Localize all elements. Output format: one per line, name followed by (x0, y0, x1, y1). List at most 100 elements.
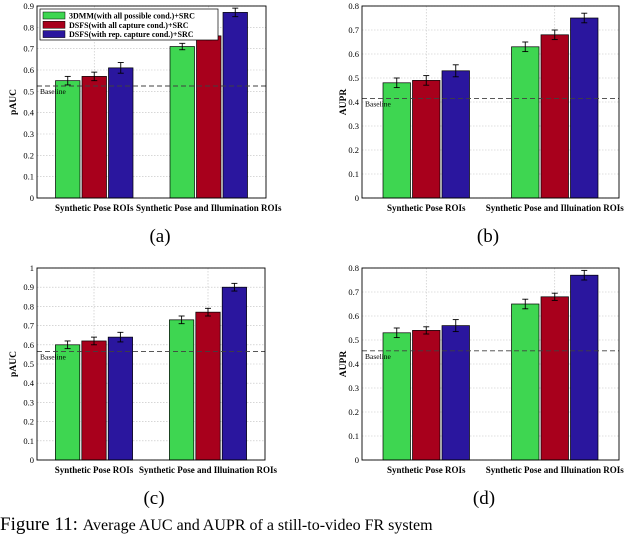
error-bar (452, 64, 459, 78)
error-bar (205, 307, 211, 317)
error-bar (179, 42, 186, 51)
bar (382, 82, 411, 199)
x-category-label: Synthetic Pose and Illumination ROIs (136, 203, 282, 213)
bar (412, 80, 441, 199)
y-tick-label: 0.6 (23, 65, 34, 75)
caption-prefix: Figure 11: (0, 514, 78, 535)
panel-label: (a) (149, 226, 170, 247)
bar (55, 80, 81, 199)
y-tick-label: 0.4 (23, 378, 34, 388)
y-tick-label: 0.3 (23, 397, 34, 407)
y-tick-label: 0.6 (348, 49, 359, 59)
y-tick-label: 0.2 (23, 417, 34, 427)
bar (169, 319, 195, 461)
error-bar (423, 75, 430, 86)
y-tick-label: 0.7 (348, 287, 359, 297)
legend-entry: 3DMM(with all possible cond.)+SRC (69, 12, 195, 21)
x-category-label: Synthetic Pose ROIs (55, 203, 134, 213)
plot-frame (361, 5, 620, 199)
y-tick-label: 0.2 (348, 407, 359, 417)
y-tick-label: 0.8 (23, 22, 34, 32)
y-tick-label: 0.1 (348, 169, 359, 179)
y-tick-label: 0.7 (23, 44, 34, 54)
y-tick-label: 0 (355, 193, 359, 203)
error-bar (581, 12, 588, 24)
y-tick-label: 0.9 (23, 1, 34, 11)
x-category-label: Synthetic Pose and Illuination ROIs (486, 465, 625, 475)
y-tick-label: 0.4 (348, 97, 359, 107)
legend-entry: DSFS(with all capture cond.)+SRC (69, 21, 189, 30)
error-bar (231, 282, 238, 292)
y-tick-label: 0.6 (23, 340, 34, 350)
y-tick-label: 0.8 (23, 301, 34, 311)
y-tick-label: 0.8 (348, 1, 359, 11)
bar (540, 296, 569, 461)
error-bar (117, 331, 124, 343)
x-category-label: Synthetic Pose and Illuination ROIs (139, 465, 278, 475)
error-bar (551, 292, 558, 301)
y-tick-label: 0.1 (348, 431, 359, 441)
error-bar (178, 315, 185, 325)
y-tick-label: 0 (30, 193, 34, 203)
y-tick-label: 0.3 (348, 121, 359, 131)
bar (81, 340, 107, 461)
x-category-label: Synthetic Pose ROIs (387, 465, 466, 475)
y-tick-label: 0.2 (348, 145, 359, 155)
baseline-label: Baseline (365, 352, 391, 361)
figure-caption: Figure 11: Average AUC and AUPR of a sti… (0, 514, 640, 539)
y-tick-label: 0.2 (23, 150, 34, 160)
bar (196, 35, 222, 199)
legend-swatch (42, 11, 66, 20)
bar (511, 303, 540, 461)
y-tick-label: 0.3 (23, 129, 34, 139)
y-axis-label: AUPR (339, 89, 349, 116)
panel-label: (c) (143, 488, 164, 509)
y-tick-label: 0.4 (23, 108, 34, 118)
bar (412, 330, 441, 461)
y-tick-label: 1 (30, 263, 34, 273)
bar (511, 46, 540, 199)
bar (441, 325, 470, 461)
chart-panel-1: 0 0.1 0.2 0.3 0.4 0.5 0.6 0.7 0.8 0.9 pAUC Syntheti… (9, 1, 282, 247)
bar (107, 336, 133, 461)
x-category-label: Synthetic Pose ROIs (55, 465, 134, 475)
bar (195, 311, 221, 461)
x-category-label: Synthetic Pose ROIs (387, 203, 466, 213)
chart-panel-4: 0 0.1 0.2 0.3 0.4 0.5 0.6 0.7 0.8 AUPR Synthetic P… (339, 263, 624, 509)
y-tick-label: 0.9 (23, 282, 34, 292)
bar (169, 46, 195, 199)
error-bar (64, 340, 71, 350)
error-bar (91, 71, 98, 82)
chart-panel-3: 0 0.1 0.2 0.3 0.4 0.5 0.6 0.7 0.8 0.9 1 pAUC Synthet… (9, 263, 278, 509)
y-tick-label: 0 (355, 455, 359, 465)
y-tick-label: 0.3 (348, 383, 359, 393)
error-bar (117, 62, 124, 74)
baseline-label: Baseline (40, 87, 66, 96)
y-tick-label: 0.4 (348, 359, 359, 369)
error-bar (91, 336, 97, 346)
plot-frame (36, 5, 267, 199)
bar (81, 76, 107, 199)
y-axis-label: AUPR (339, 351, 349, 378)
error-bar (581, 269, 588, 281)
error-bar (423, 326, 430, 335)
error-bar (64, 75, 71, 86)
error-bar (522, 41, 529, 53)
bar (221, 286, 247, 461)
caption-text: Average AUC and AUPR of a still-to-video… (82, 517, 433, 534)
bar (570, 274, 599, 461)
y-tick-label: 0.5 (348, 73, 359, 83)
panel-label: (b) (477, 226, 499, 247)
bar (222, 12, 248, 199)
x-category-label: Synthetic Pose and Illuination ROIs (486, 203, 625, 213)
plot-frame (361, 267, 620, 461)
bar (441, 70, 470, 199)
error-bar (522, 298, 529, 310)
bar (108, 67, 134, 199)
y-axis-label: pAUC (9, 351, 19, 377)
y-tick-label: 0.1 (23, 172, 34, 182)
y-tick-label: 0 (30, 455, 34, 465)
chart-panel-2: 0 0.1 0.2 0.3 0.4 0.5 0.6 0.7 0.8 AUPR Synthetic P… (339, 1, 624, 247)
bar (55, 344, 81, 461)
